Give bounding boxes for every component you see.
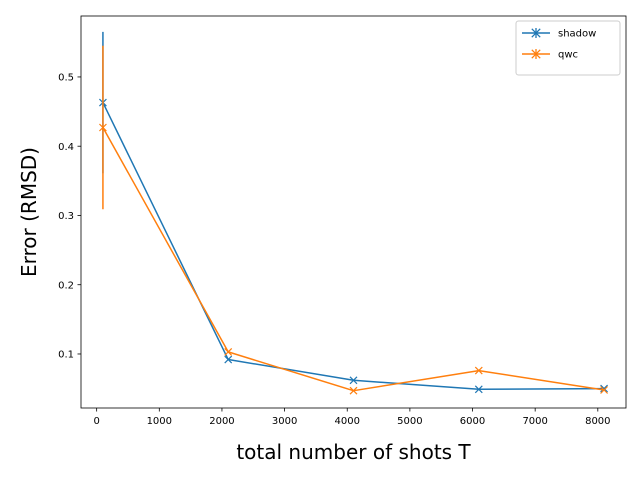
y-tick-label: 0.5	[58, 73, 74, 84]
legend-label: shadow	[558, 29, 596, 40]
x-tick-label: 3000	[272, 416, 297, 427]
y-tick-label: 0.2	[58, 280, 74, 291]
x-tick-label: 7000	[522, 416, 547, 427]
data-point-qwc	[224, 347, 233, 356]
data-point-shadow	[349, 376, 358, 385]
data-point-qwc	[474, 366, 483, 375]
legend-label: qwc	[558, 50, 578, 61]
data-point-qwc	[99, 123, 107, 132]
x-tick-label: 5000	[397, 416, 422, 427]
x-axis-ticks: 0 1000 2000 3000 4000 5000 6000 7000 8000	[93, 408, 611, 427]
x-tick-label: 2000	[209, 416, 234, 427]
data-point-shadow	[474, 385, 483, 394]
x-tick-label: 8000	[585, 416, 610, 427]
legend: shadow qwc	[515, 20, 621, 76]
x-tick-label: 6000	[460, 416, 485, 427]
y-axis-label: Error (RMSD)	[17, 147, 41, 277]
y-tick-label: 0.1	[58, 350, 74, 361]
data-point-shadow	[224, 355, 233, 364]
legend-item-qwc: qwc	[522, 49, 578, 61]
x-tick-label: 1000	[147, 416, 172, 427]
y-tick-label: 0.4	[58, 142, 74, 153]
series-layer	[99, 31, 608, 395]
data-point-qwc	[349, 386, 358, 395]
y-tick-label: 0.3	[58, 211, 74, 222]
series-qwc	[99, 45, 608, 395]
legend-item-shadow: shadow	[522, 28, 596, 40]
x-axis-label: total number of shots T	[236, 440, 471, 464]
x-tick-label: 0	[93, 416, 99, 427]
plot-frame	[80, 15, 627, 409]
y-axis-ticks: 0.1 0.2 0.3 0.4 0.5	[58, 73, 81, 361]
data-point-qwc	[600, 386, 608, 394]
plot-background	[81, 16, 626, 408]
x-tick-label: 4000	[335, 416, 360, 427]
data-point-shadow	[600, 384, 608, 393]
legend-box	[515, 20, 621, 76]
